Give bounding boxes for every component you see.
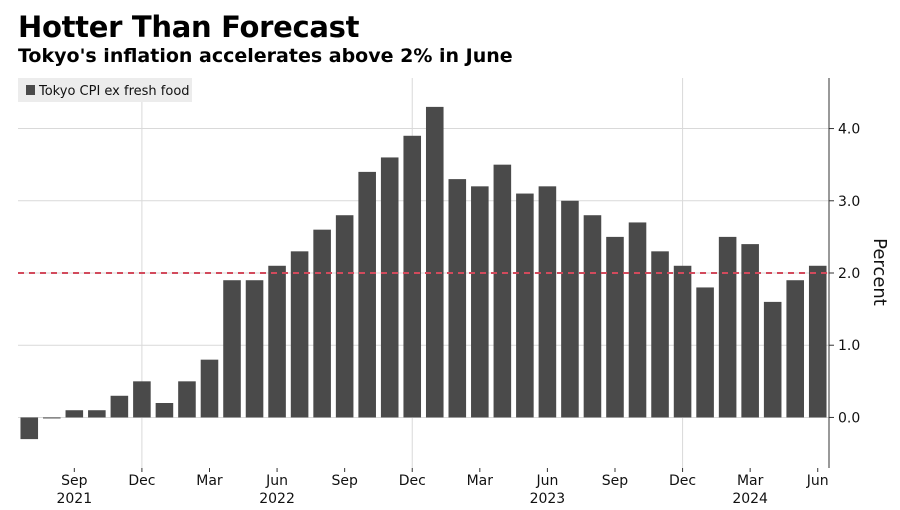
x-axis-ticks: Sep Dec Mar Jun Sep Dec Mar Jun Sep Dec Mar Jun 2021… xyxy=(56,468,829,507)
legend-label: Tokyo CPI ex fresh food xyxy=(38,84,190,99)
bar-2022-08 xyxy=(313,229,331,418)
bar-2023-10 xyxy=(628,222,647,418)
bar-2023-11 xyxy=(651,251,669,418)
bar-2021-10 xyxy=(88,410,106,418)
bar-2023-05 xyxy=(516,193,534,418)
bar-2022-09 xyxy=(335,215,354,418)
chart-title: Hotter Than Forecast xyxy=(18,10,360,44)
bar-2021-07 xyxy=(20,417,39,440)
x-year-label: 2023 xyxy=(530,491,566,507)
bar-2022-02 xyxy=(178,381,196,418)
x-month-label: Jun xyxy=(265,473,288,489)
y-tick-label: 4.0 xyxy=(838,122,860,138)
x-month-label: Sep xyxy=(331,473,358,489)
x-month-label: Dec xyxy=(128,473,155,489)
bar-2021-08 xyxy=(43,417,61,419)
bar-2022-10 xyxy=(358,171,376,418)
bar-2021-11 xyxy=(110,395,129,418)
bar-2024-04 xyxy=(763,301,782,418)
x-month-label: Dec xyxy=(399,473,426,489)
x-year-label: 2024 xyxy=(732,491,768,507)
y-tick-label: 3.0 xyxy=(838,194,860,210)
y-tick-label: 0.0 xyxy=(838,410,860,426)
bar-2023-02 xyxy=(448,179,467,418)
bar-2023-07 xyxy=(561,200,579,418)
bar-2022-12 xyxy=(403,135,422,418)
bar-2022-01 xyxy=(155,403,174,418)
legend-box xyxy=(18,78,192,102)
bar-2022-11 xyxy=(380,157,399,418)
bar-2024-02 xyxy=(718,236,737,418)
x-year-label: 2021 xyxy=(56,491,92,507)
bar-2024-05 xyxy=(786,280,804,418)
x-month-label: Sep xyxy=(61,473,88,489)
bar-2021-12 xyxy=(133,381,151,418)
bar-2022-04 xyxy=(223,280,241,418)
bar-2023-01 xyxy=(425,106,444,418)
bar-2024-06 xyxy=(808,265,827,418)
x-month-label: Dec xyxy=(669,473,696,489)
bar-2022-03 xyxy=(200,359,219,418)
y-tick-label: 1.0 xyxy=(838,338,860,354)
x-month-label: Mar xyxy=(737,473,764,489)
y-axis-ticks: 0.0 1.0 2.0 3.0 4.0 xyxy=(829,122,860,426)
bar-2023-09 xyxy=(606,236,624,418)
x-month-label: Mar xyxy=(196,473,223,489)
bar-2023-12 xyxy=(673,265,692,418)
y-axis-label: Percent xyxy=(869,238,890,306)
bar-2022-06 xyxy=(268,265,286,418)
bar-2024-01 xyxy=(696,287,714,418)
bar-2023-06 xyxy=(538,186,557,418)
x-month-label: Mar xyxy=(467,473,494,489)
bar-2023-03 xyxy=(471,186,489,418)
bar-2024-03 xyxy=(741,244,759,418)
chart-subtitle: Tokyo's inflation accelerates above 2% i… xyxy=(18,45,513,67)
bar-2022-07 xyxy=(290,251,309,418)
x-month-label: Jun xyxy=(806,473,829,489)
x-month-label: Sep xyxy=(602,473,629,489)
bar-2021-09 xyxy=(65,410,84,418)
bar-2023-04 xyxy=(493,164,512,418)
y-tick-label: 2.0 xyxy=(838,266,860,282)
bar-2023-08 xyxy=(583,215,602,418)
legend: Tokyo CPI ex fresh food xyxy=(18,78,192,102)
legend-swatch xyxy=(26,85,35,95)
bar-2022-05 xyxy=(245,280,264,418)
bars xyxy=(20,106,827,440)
x-year-label: 2022 xyxy=(259,491,295,507)
x-month-label: Jun xyxy=(535,473,558,489)
